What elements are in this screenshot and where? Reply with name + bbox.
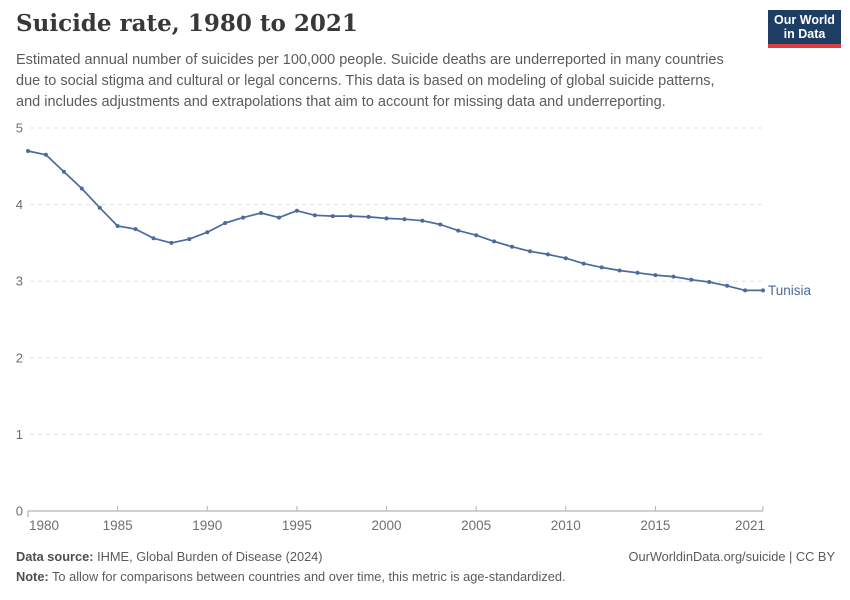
data-point[interactable]: [653, 273, 658, 278]
data-point[interactable]: [79, 186, 84, 191]
y-axis-tick-label: 0: [16, 504, 23, 519]
x-axis-tick-label: 2005: [461, 518, 491, 533]
data-point[interactable]: [187, 237, 192, 242]
owid-logo[interactable]: Our World in Data: [768, 10, 841, 48]
x-axis-tick-label: 1980: [29, 518, 59, 533]
owid-logo-line1: Our World: [774, 13, 835, 27]
data-point[interactable]: [474, 233, 479, 238]
credit-link[interactable]: OurWorldinData.org/suicide | CC BY: [628, 549, 836, 564]
data-point[interactable]: [61, 169, 66, 174]
x-axis-tick-label: 2000: [372, 518, 402, 533]
data-point[interactable]: [761, 288, 765, 293]
data-point[interactable]: [671, 274, 676, 279]
data-point[interactable]: [617, 268, 622, 273]
data-point[interactable]: [599, 265, 604, 270]
page-title: Suicide rate, 1980 to 2021: [16, 10, 358, 37]
data-point[interactable]: [151, 236, 156, 241]
data-point[interactable]: [97, 205, 102, 210]
data-point[interactable]: [43, 152, 48, 157]
data-point[interactable]: [277, 215, 281, 220]
owid-logo-line2: in Data: [783, 27, 826, 41]
x-axis-tick-label: 2015: [640, 518, 670, 533]
y-axis-tick-label: 5: [16, 121, 23, 136]
data-source-line: Data source: IHME, Global Burden of Dise…: [16, 549, 323, 564]
y-axis-tick-label: 3: [16, 274, 23, 289]
data-point[interactable]: [169, 240, 174, 245]
chart-subtitle: Estimated annual number of suicides per …: [16, 52, 724, 110]
data-point[interactable]: [205, 230, 210, 235]
note-text: To allow for comparisons between countri…: [48, 569, 566, 584]
data-point[interactable]: [510, 244, 514, 249]
data-point[interactable]: [223, 221, 228, 225]
data-point[interactable]: [492, 239, 497, 244]
note-line: Note: To allow for comparisons between c…: [16, 569, 566, 584]
data-point[interactable]: [26, 149, 30, 153]
data-point[interactable]: [563, 256, 568, 261]
data-point[interactable]: [294, 208, 299, 213]
chart-canvas[interactable]: 0 1 2 3 4 5 1980 1985 1990 1995 2000 2005 2010 2015 20…: [0, 110, 850, 550]
x-axis-tick-label: 2021: [735, 518, 765, 533]
data-point[interactable]: [725, 283, 730, 288]
entity-label[interactable]: Tunisia: [768, 283, 812, 298]
data-point[interactable]: [402, 217, 407, 222]
data-point[interactable]: [133, 227, 138, 232]
y-axis-tick-label: 4: [16, 197, 23, 212]
y-axis-tick-label: 2: [16, 350, 23, 365]
data-point[interactable]: [528, 249, 532, 254]
data-point[interactable]: [707, 280, 712, 284]
data-point[interactable]: [348, 214, 353, 219]
data-point[interactable]: [743, 288, 748, 293]
x-axis-tick-label: 1985: [103, 518, 133, 533]
data-point[interactable]: [366, 214, 371, 219]
data-point[interactable]: [420, 218, 425, 223]
note-label: Note:: [16, 569, 49, 584]
data-point[interactable]: [312, 213, 317, 218]
data-point[interactable]: [635, 270, 640, 275]
data-point[interactable]: [115, 224, 120, 228]
data-point[interactable]: [384, 216, 389, 221]
data-source-text: IHME, Global Burden of Disease (2024): [93, 549, 323, 564]
x-axis-tick-label: 1995: [282, 518, 312, 533]
data-point[interactable]: [438, 222, 443, 227]
x-axis-tick-label: 2010: [551, 518, 581, 533]
y-axis-tick-label: 1: [16, 427, 23, 442]
data-point[interactable]: [689, 277, 694, 282]
data-source-label: Data source:: [16, 549, 94, 564]
data-point[interactable]: [456, 228, 461, 233]
data-point[interactable]: [330, 214, 335, 219]
data-point[interactable]: [259, 211, 263, 215]
trend-line: [27, 150, 763, 292]
data-point[interactable]: [581, 261, 586, 266]
data-point[interactable]: [545, 252, 550, 257]
x-axis-tick-label: 1990: [192, 518, 222, 533]
data-point[interactable]: [241, 215, 246, 220]
